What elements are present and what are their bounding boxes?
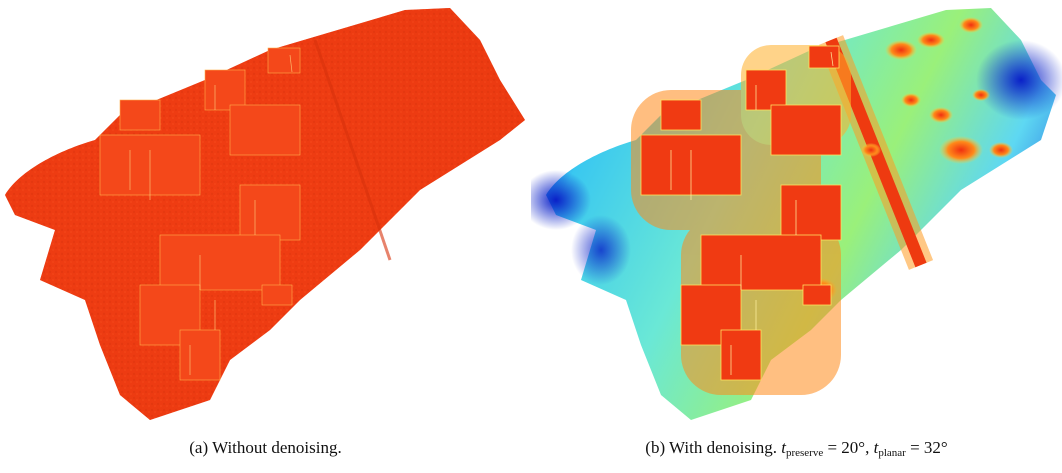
building-group [99, 47, 301, 381]
panel-without-denoising: (a) Without denoising. [5, 8, 525, 457]
panel-b-caption: (b) With denoising. tpreserve = 20°, tpl… [531, 438, 1062, 459]
param-planar-symbol: t [873, 438, 879, 457]
panel-a-caption: (a) Without denoising. [189, 438, 342, 457]
noisy-point-cloud-render [5, 8, 525, 420]
param-planar-value: = 32° [905, 438, 948, 457]
param-preserve-symbol: t [781, 438, 786, 457]
panel-b-caption-prefix: (b) With denoising. [645, 438, 782, 457]
denoised-point-cloud-render [531, 8, 1062, 420]
panel-with-denoising: (b) With denoising. tpreserve = 20°, tpl… [531, 0, 1062, 473]
param-preserve-value: = 20°, [823, 438, 874, 457]
param-planar-subscript: planar [878, 447, 906, 459]
param-preserve-subscript: preserve [785, 447, 824, 459]
building-group [640, 45, 842, 381]
